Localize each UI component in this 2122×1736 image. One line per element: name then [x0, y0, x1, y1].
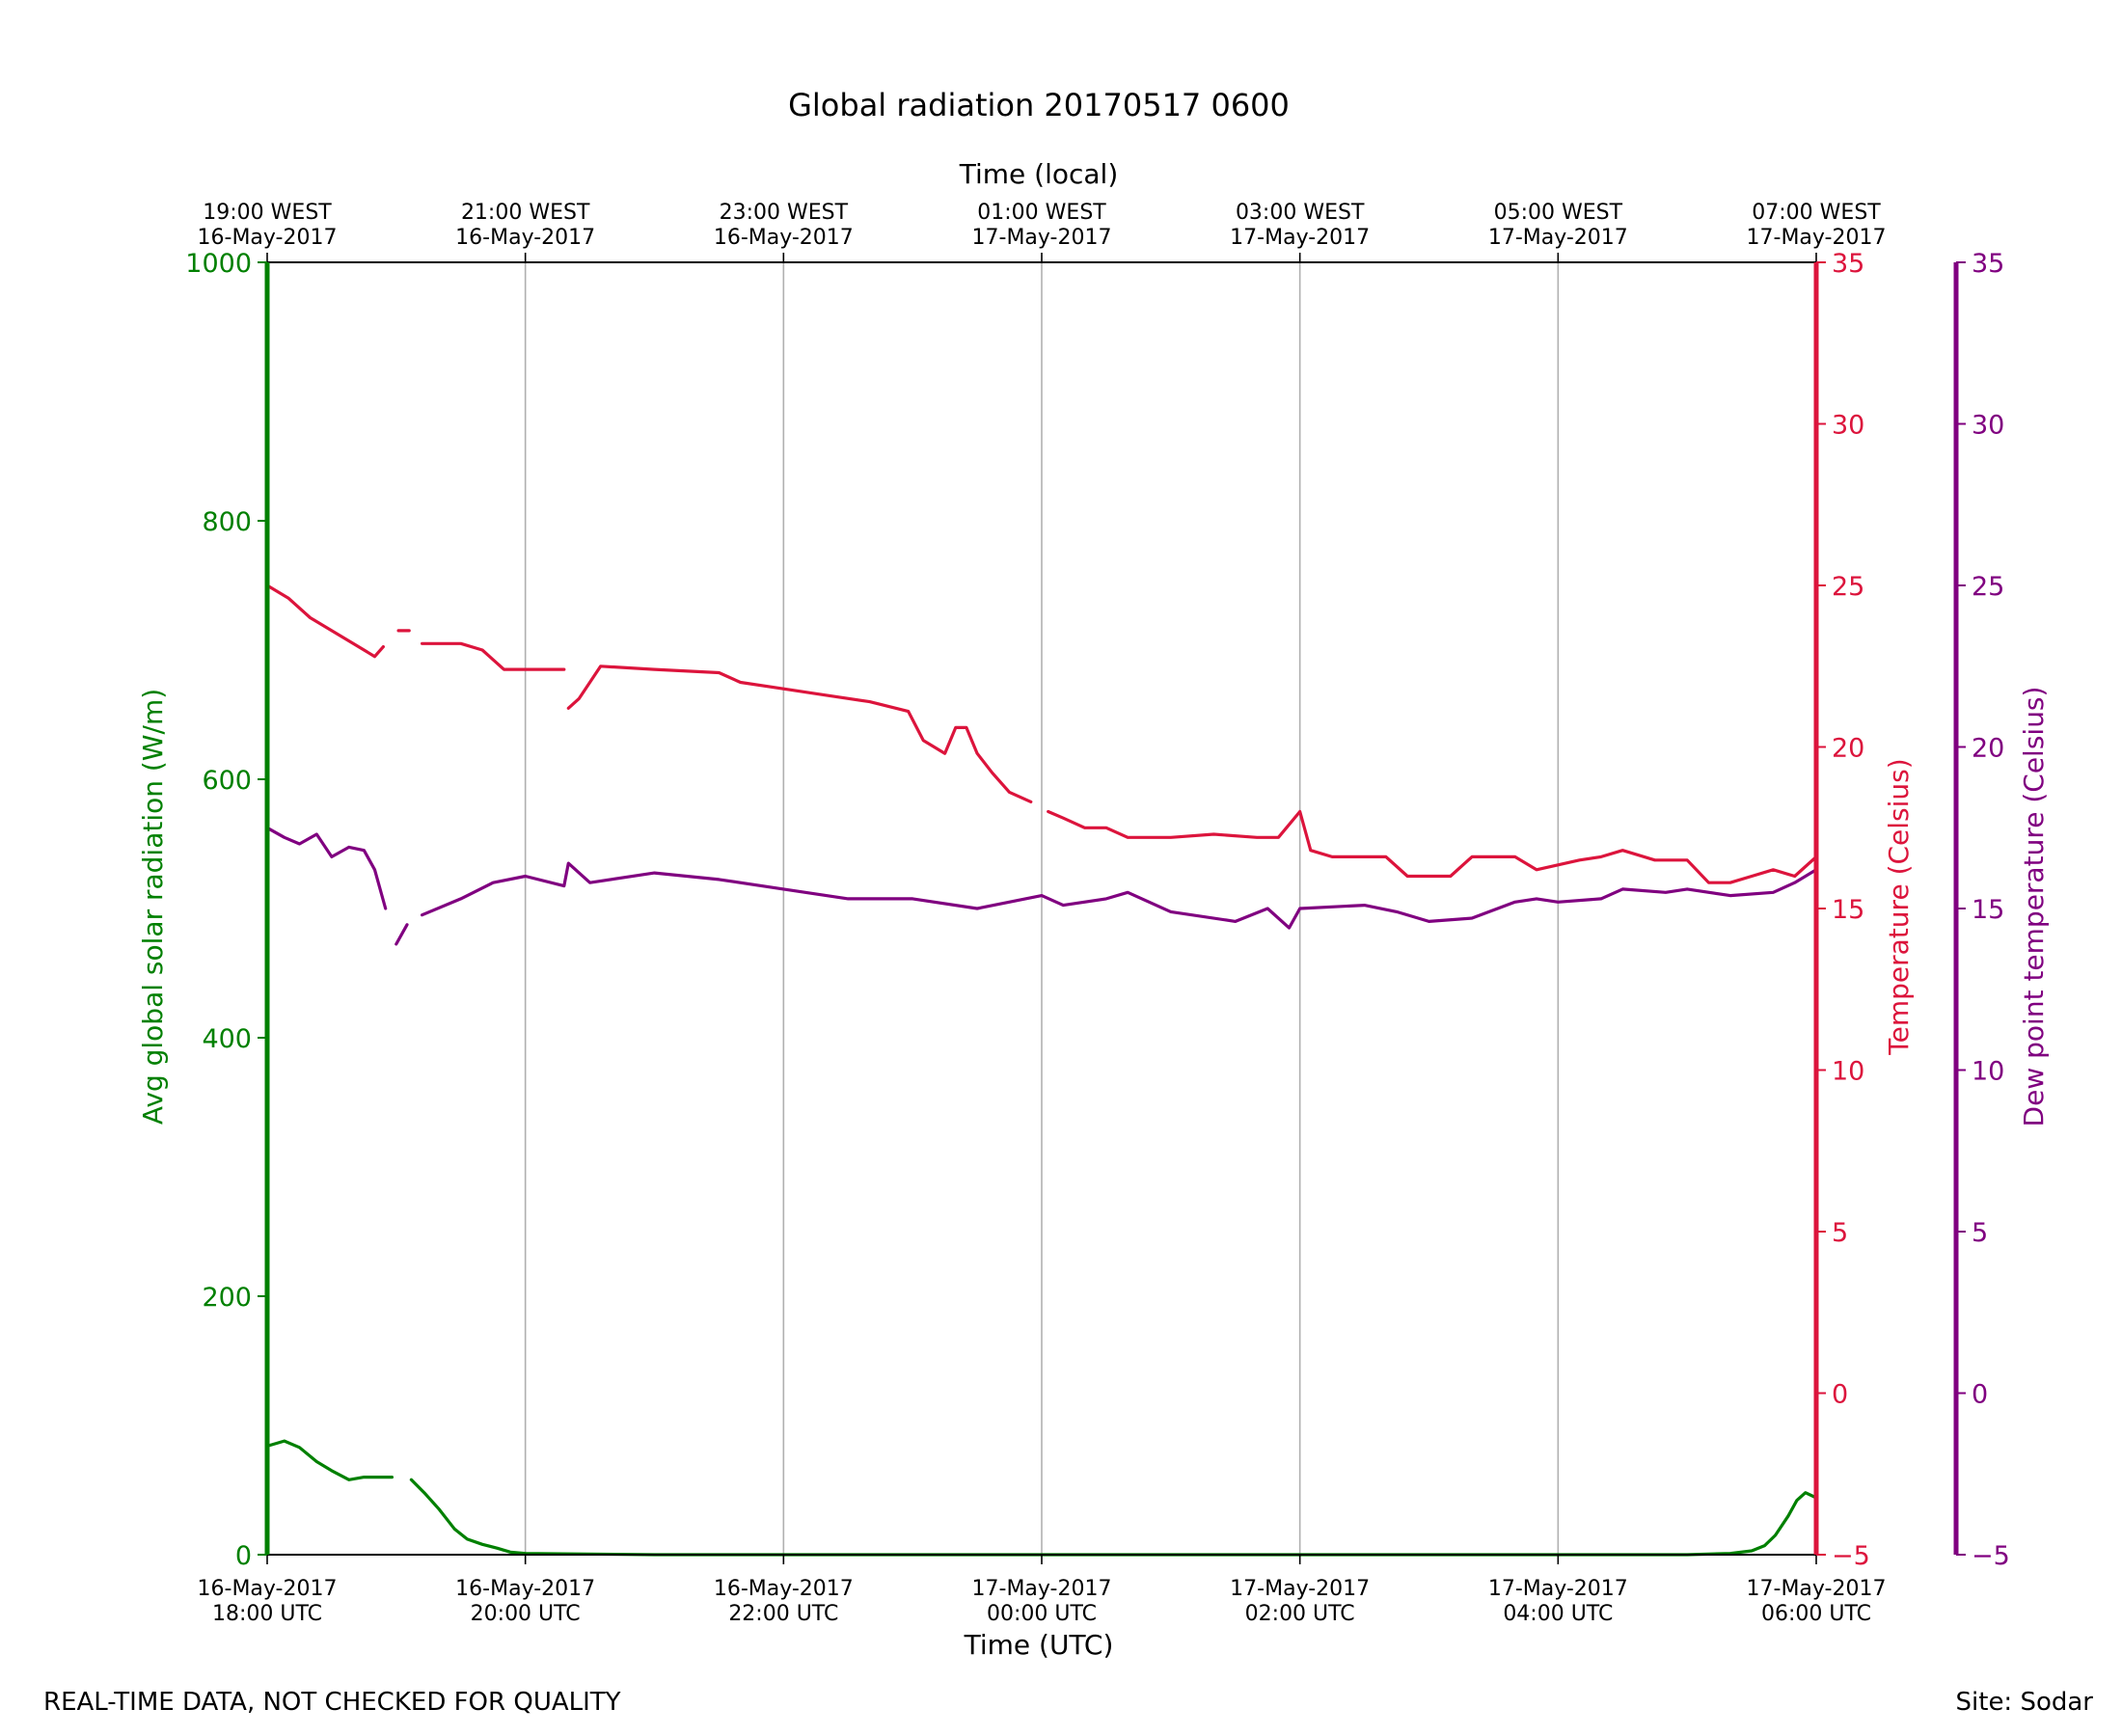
- temperature-series-line: [265, 583, 385, 659]
- x-tick-label-top-time: 21:00 WEST: [461, 201, 590, 225]
- temperature-series-line: [566, 665, 1033, 804]
- temperature-tick-label: 25: [1832, 572, 1864, 602]
- x-tick-label-top-date: 17-May-2017: [1747, 226, 1887, 250]
- x-tick-label-bottom-time: 04:00 UTC: [1503, 1602, 1613, 1626]
- dewpoint-series-line: [394, 923, 409, 946]
- x-axis-label-bottom: Time (UTC): [964, 1629, 1114, 1661]
- quality-disclaimer: REAL-TIME DATA, NOT CHECKED FOR QUALITY: [43, 1688, 621, 1717]
- dewpoint-tick-label: 0: [1972, 1380, 1988, 1410]
- x-tick-label-bottom-date: 16-May-2017: [714, 1577, 854, 1601]
- x-tick-label-bottom-date: 17-May-2017: [1230, 1577, 1370, 1601]
- x-tick-label-top-date: 17-May-2017: [1488, 226, 1628, 250]
- x-tick-label-top-time: 01:00 WEST: [977, 201, 1106, 225]
- x-tick-label-top-date: 17-May-2017: [1230, 226, 1370, 250]
- radiation-tick-label: 400: [202, 1024, 252, 1054]
- dewpoint-tick-label: 30: [1972, 411, 2004, 441]
- temperature-tick-label: 20: [1832, 734, 1864, 764]
- y-axis-label-radiation: Avg global solar radiation (W/m): [137, 689, 169, 1125]
- x-tick-label-top-date: 16-May-2017: [198, 226, 338, 250]
- x-tick-label-top-date: 17-May-2017: [972, 226, 1112, 250]
- radiation-series-line: [409, 1478, 1818, 1557]
- radiation-tick-label: 1000: [185, 249, 252, 279]
- temperature-tick-label: 0: [1832, 1380, 1848, 1410]
- radiation-series-line: [265, 1439, 394, 1481]
- x-tick-label-top-time: 07:00 WEST: [1752, 201, 1881, 225]
- temperature-series-line: [421, 641, 566, 671]
- x-tick-label-bottom-time: 18:00 UTC: [212, 1602, 322, 1626]
- temperature-tick-label: 5: [1832, 1218, 1848, 1248]
- radiation-tick-label: 200: [202, 1283, 252, 1313]
- temperature-tick-label: −5: [1832, 1541, 1870, 1571]
- grid: [524, 262, 1560, 1555]
- x-tick-label-bottom-time: 00:00 UTC: [987, 1602, 1097, 1626]
- radiation-tick-label: 800: [202, 507, 252, 537]
- x-tick-label-bottom-date: 17-May-2017: [1488, 1577, 1628, 1601]
- x-tick-label-bottom-date: 17-May-2017: [972, 1577, 1112, 1601]
- chart-title: Global radiation 20170517 0600: [788, 87, 1290, 123]
- x-tick-label-bottom-date: 17-May-2017: [1747, 1577, 1887, 1601]
- dewpoint-tick-label: 25: [1972, 572, 2004, 602]
- site-label: Site: Sodar: [1955, 1688, 2093, 1717]
- x-tick-label-top-date: 16-May-2017: [714, 226, 854, 250]
- x-tick-label-top-time: 19:00 WEST: [203, 201, 332, 225]
- radiation-tick-label: 600: [202, 766, 252, 796]
- y-axis-label-dewpoint: Dew point temperature (Celsius): [2018, 687, 2050, 1127]
- x-tick-label-bottom-date: 16-May-2017: [198, 1577, 338, 1601]
- temperature-tick-label: 15: [1832, 895, 1864, 925]
- x-axis-label-top: Time (local): [959, 158, 1119, 190]
- temperature-series-line: [1047, 809, 1818, 884]
- x-tick-label-top-time: 03:00 WEST: [1236, 201, 1365, 225]
- temperature-tick-label: 30: [1832, 411, 1864, 441]
- temperature-tick-label: 35: [1832, 249, 1864, 279]
- dewpoint-tick-label: 15: [1972, 895, 2004, 925]
- y-axis-label-temperature: Temperature (Celsius): [1883, 758, 1915, 1055]
- dewpoint-tick-label: 35: [1972, 249, 2004, 279]
- x-tick-label-bottom-time: 06:00 UTC: [1761, 1602, 1871, 1626]
- dewpoint-series-line: [421, 861, 1818, 930]
- dewpoint-series-line: [265, 826, 388, 910]
- dewpoint-tick-label: 5: [1972, 1218, 1988, 1248]
- x-tick-label-top-date: 16-May-2017: [455, 226, 595, 250]
- x-tick-label-top-time: 05:00 WEST: [1494, 201, 1623, 225]
- x-tick-label-bottom-date: 16-May-2017: [455, 1577, 595, 1601]
- radiation-tick-label: 0: [235, 1541, 252, 1571]
- dewpoint-tick-label: −5: [1972, 1541, 2010, 1571]
- dewpoint-tick-label: 20: [1972, 734, 2004, 764]
- temperature-tick-label: 10: [1832, 1057, 1864, 1087]
- x-tick-label-bottom-time: 22:00 UTC: [728, 1602, 838, 1626]
- x-tick-label-top-time: 23:00 WEST: [720, 201, 849, 225]
- x-tick-label-bottom-time: 02:00 UTC: [1245, 1602, 1355, 1626]
- x-tick-label-bottom-time: 20:00 UTC: [471, 1602, 581, 1626]
- dewpoint-tick-label: 10: [1972, 1057, 2004, 1087]
